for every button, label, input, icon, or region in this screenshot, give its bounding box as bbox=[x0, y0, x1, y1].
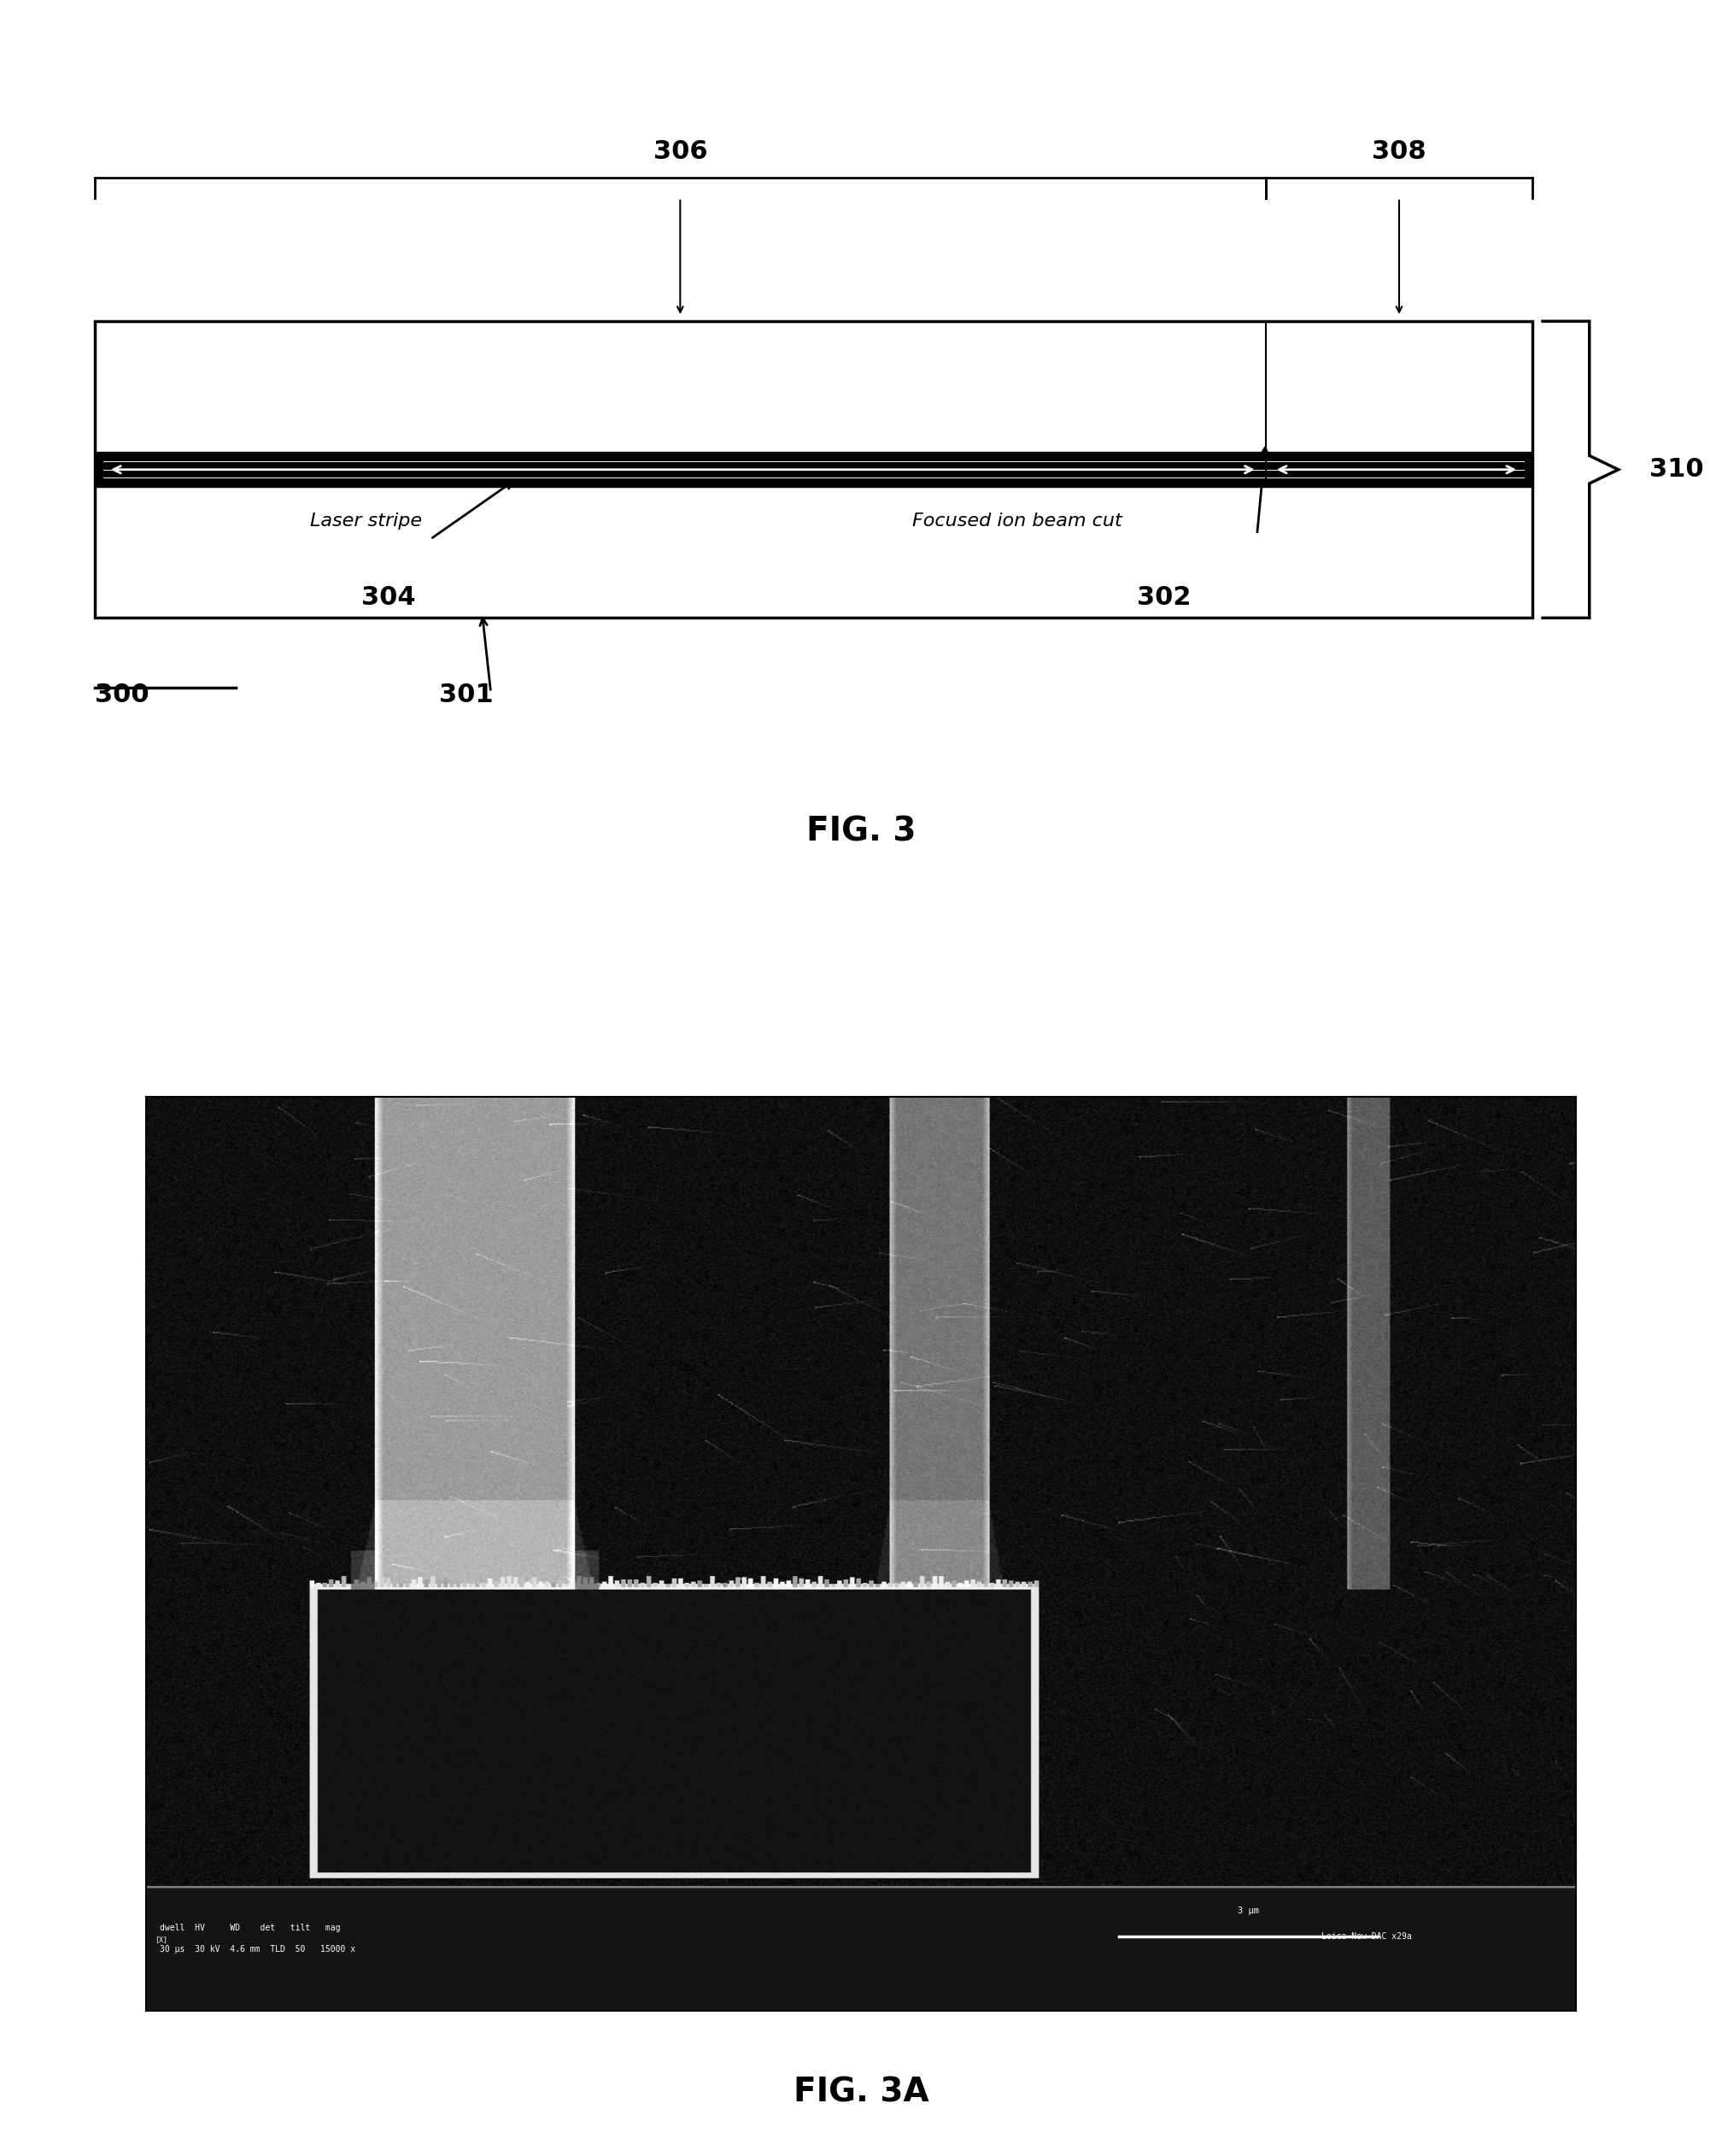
Text: Focused ion beam cut: Focused ion beam cut bbox=[913, 513, 1123, 530]
Text: 301: 301 bbox=[439, 683, 494, 707]
Text: 302: 302 bbox=[1137, 586, 1190, 610]
Bar bbox=[146, 1097, 1576, 2009]
Text: dwell  HV     WD    det   tilt   mag: dwell HV WD det tilt mag bbox=[160, 1923, 341, 1932]
Text: 310: 310 bbox=[1650, 457, 1703, 483]
Text: FIG. 3: FIG. 3 bbox=[806, 815, 916, 847]
Bar bbox=[95, 321, 1533, 619]
Text: FIG. 3A: FIG. 3A bbox=[794, 2076, 928, 2109]
Text: [X]: [X] bbox=[155, 1936, 167, 1943]
Text: Leica New DAC x29a: Leica New DAC x29a bbox=[1322, 1932, 1412, 1940]
Text: Laser stripe: Laser stripe bbox=[310, 513, 422, 530]
Text: 3 µm: 3 µm bbox=[1238, 1906, 1259, 1915]
Text: 300: 300 bbox=[95, 683, 150, 707]
Text: 304: 304 bbox=[362, 586, 417, 610]
Text: 308: 308 bbox=[1372, 138, 1426, 164]
Text: 306: 306 bbox=[653, 138, 708, 164]
Text: 30 µs  30 kV  4.6 mm  TLD  50   15000 x: 30 µs 30 kV 4.6 mm TLD 50 15000 x bbox=[160, 1945, 356, 1953]
